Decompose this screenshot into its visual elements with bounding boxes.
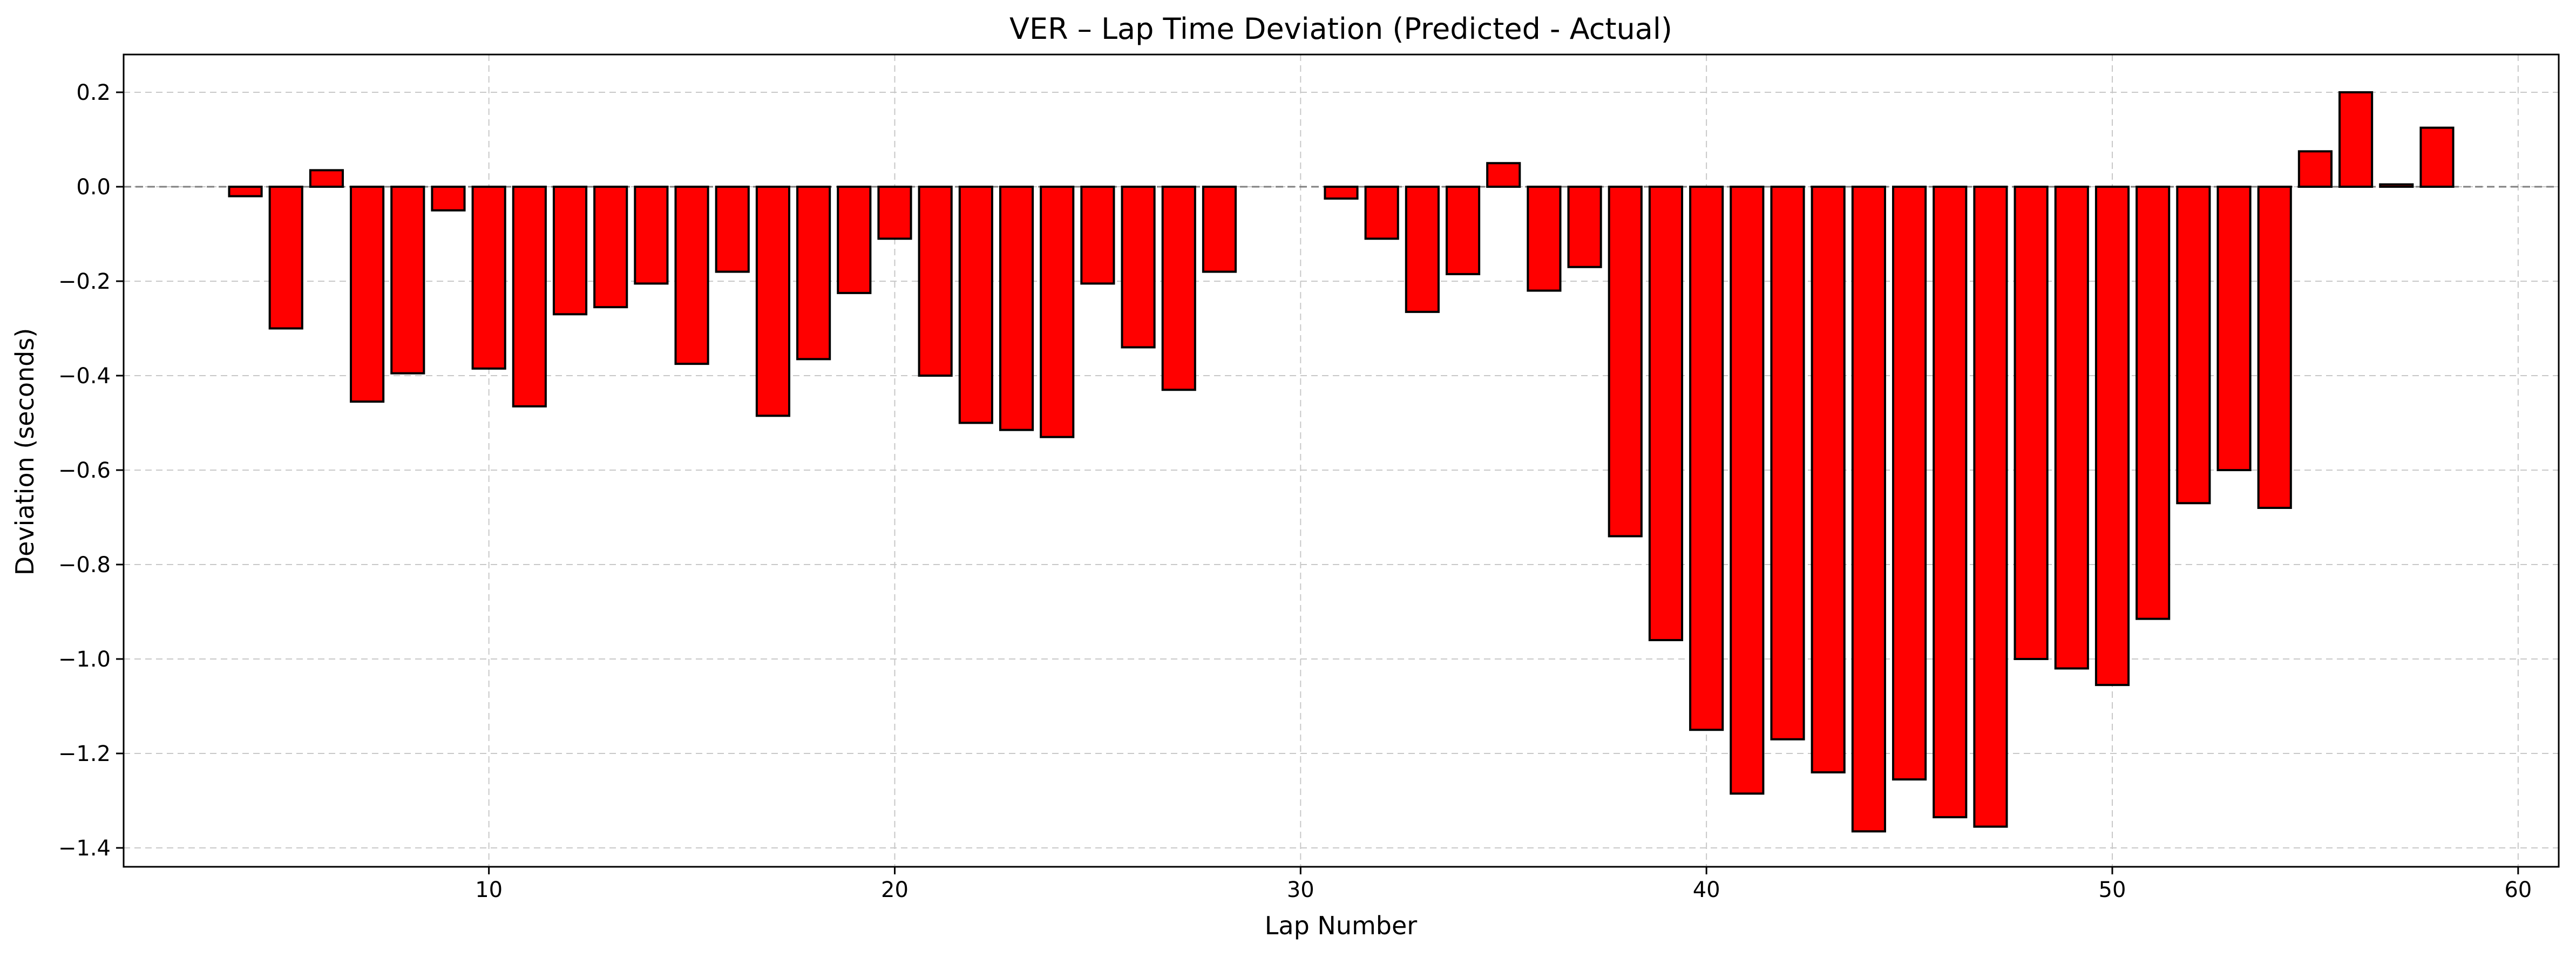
bar-lap-22: [958, 186, 993, 424]
bar-lap-34: [1445, 186, 1481, 275]
y-tick-label: −0.6: [58, 458, 111, 483]
chart-title: VER – Lap Time Deviation (Predicted - Ac…: [1009, 12, 1672, 46]
bar-lap-16: [715, 186, 750, 273]
bar-lap-53: [2216, 186, 2252, 471]
x-tick-label: 20: [881, 878, 909, 902]
bar-lap-32: [1364, 186, 1399, 240]
bar-lap-56: [2338, 91, 2374, 188]
bar-lap-41: [1730, 186, 1765, 795]
bar-lap-14: [634, 186, 669, 285]
bar-lap-38: [1608, 186, 1643, 538]
y-axis-label: Deviation (seconds): [10, 328, 39, 576]
x-tick-label: 40: [1693, 878, 1720, 902]
bar-lap-57: [2379, 183, 2414, 188]
bar-lap-27: [1161, 186, 1196, 391]
x-axis-label: Lap Number: [1265, 911, 1418, 940]
bar-lap-39: [1648, 186, 1684, 641]
y-tick-label: −1.0: [58, 647, 111, 672]
bar-lap-26: [1121, 186, 1156, 349]
bar-lap-9: [431, 186, 466, 212]
bar-lap-45: [1892, 186, 1927, 781]
bar-lap-40: [1689, 186, 1724, 731]
y-tick-label: −1.4: [58, 836, 111, 861]
bar-lap-18: [796, 186, 831, 361]
bar-lap-58: [2419, 126, 2455, 188]
bar-lap-12: [552, 186, 588, 316]
bar-lap-49: [2054, 186, 2089, 670]
bar-lap-20: [877, 186, 912, 240]
bar-lap-17: [755, 186, 791, 417]
axes-frame: [123, 53, 2560, 868]
bar-lap-55: [2297, 150, 2333, 188]
bar-lap-11: [512, 186, 547, 407]
bar-lap-36: [1527, 186, 1562, 292]
y-tick-label: 0.0: [76, 175, 111, 200]
bar-lap-42: [1770, 186, 1805, 740]
bar-lap-23: [999, 186, 1034, 431]
y-tick-label: 0.2: [76, 80, 111, 105]
bar-lap-46: [1933, 186, 1968, 819]
bar-lap-8: [390, 186, 425, 375]
bar-lap-35: [1486, 162, 1521, 188]
bar-lap-19: [837, 186, 872, 294]
x-tick-label: 10: [475, 878, 503, 902]
bar-lap-51: [2136, 186, 2171, 620]
bar-lap-5: [268, 186, 303, 330]
bar-layer: [228, 91, 2455, 833]
bar-lap-47: [1973, 186, 2008, 828]
x-tick-label: 50: [2099, 878, 2126, 902]
bar-lap-50: [2094, 186, 2130, 687]
bar-lap-21: [918, 186, 953, 377]
bar-lap-44: [1851, 186, 1886, 833]
x-tick-label: 60: [2504, 878, 2532, 902]
y-tick-label: −1.2: [58, 742, 111, 766]
bar-lap-48: [2014, 186, 2049, 660]
y-tick-label: −0.8: [58, 553, 111, 577]
bar-lap-25: [1080, 186, 1115, 285]
bar-lap-10: [471, 186, 506, 370]
y-tick-label: −0.2: [58, 269, 111, 294]
x-tick-label: 30: [1287, 878, 1314, 902]
bar-lap-33: [1405, 186, 1440, 313]
bar-lap-24: [1040, 186, 1075, 438]
bar-lap-43: [1811, 186, 1846, 773]
bar-lap-7: [350, 186, 385, 403]
bar-lap-28: [1202, 186, 1237, 273]
bar-lap-54: [2257, 186, 2292, 509]
bar-lap-6: [309, 169, 344, 188]
bar-lap-4: [228, 186, 263, 198]
bar-lap-52: [2176, 186, 2211, 505]
bar-lap-15: [674, 186, 709, 365]
bar-lap-37: [1567, 186, 1602, 268]
y-tick-label: −0.4: [58, 364, 111, 389]
bar-lap-31: [1324, 186, 1359, 200]
tick-layer: 10 20 30 40 50 60 0.2 0.0 −0.2 −0.4 −0.6 −0.8 −1.0 −1…: [58, 80, 2532, 902]
bar-lap-13: [593, 186, 628, 309]
